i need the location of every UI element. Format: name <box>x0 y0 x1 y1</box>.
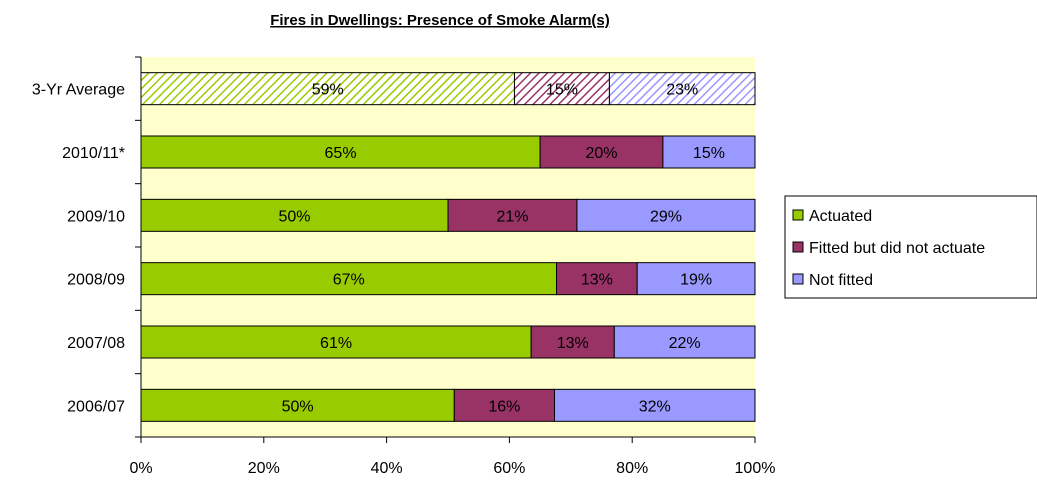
data-label: 13% <box>581 272 613 289</box>
data-label: 50% <box>278 208 310 225</box>
legend-label: Fitted but did not actuate <box>809 240 985 257</box>
chart-title: Fires in Dwellings: Presence of Smoke Al… <box>270 12 610 29</box>
bar-segment-1-5 <box>453 388 556 422</box>
data-label: 32% <box>639 398 671 415</box>
data-label: 29% <box>650 208 682 225</box>
y-tick-label: 2008/09 <box>67 272 125 289</box>
legend-label: Not fitted <box>809 272 873 289</box>
bar-segment-0-2 <box>140 198 449 232</box>
bar-segment-1-0 <box>513 72 610 106</box>
bar-segment-1-2 <box>447 198 578 232</box>
bar-segment-1-1 <box>539 135 664 169</box>
bar-segment-0-4 <box>140 325 532 359</box>
data-label: 59% <box>312 82 344 99</box>
legend-swatch <box>792 273 804 285</box>
legend-box <box>784 195 1037 299</box>
data-label: 15% <box>546 82 578 99</box>
legend-label: Actuated <box>809 208 872 225</box>
legend: Actuated Fitted but did not actuate Not fi… <box>784 195 1037 299</box>
x-tick-label: 0% <box>129 460 152 477</box>
legend-swatch <box>792 241 804 253</box>
data-label: 13% <box>557 335 589 352</box>
x-tick-label: 80% <box>616 460 648 477</box>
data-label: 61% <box>320 335 352 352</box>
bar-segment-2-4 <box>613 325 756 359</box>
data-label: 16% <box>488 398 520 415</box>
x-tick-label: 20% <box>248 460 280 477</box>
bar-segment-1-3 <box>556 262 638 296</box>
bar-segment-0-3 <box>140 262 558 296</box>
data-label: 20% <box>585 145 617 162</box>
data-label: 19% <box>680 272 712 289</box>
y-tick-label: 2009/10 <box>67 208 125 225</box>
bar-segment-0-0 <box>140 72 515 106</box>
legend-swatch <box>792 209 804 221</box>
y-tick-label: 2010/11* <box>62 145 125 162</box>
x-tick-label: 40% <box>371 460 403 477</box>
bar-segment-2-0 <box>608 72 756 106</box>
data-label: 23% <box>666 82 698 99</box>
y-tick-label: 2007/08 <box>67 335 125 352</box>
data-label: 65% <box>325 145 357 162</box>
plot-area <box>141 57 755 437</box>
bars-group: 59% 15% 23% 65% 20% 15% 50% 21% 29% 67% 13% 19% 61% 1… <box>140 72 756 422</box>
data-label: 22% <box>669 335 701 352</box>
x-tick-label: 60% <box>493 460 525 477</box>
data-label: 21% <box>496 208 528 225</box>
data-label: 50% <box>282 398 314 415</box>
y-tick-label: 3-Yr Average <box>32 82 125 99</box>
bar-segment-1-4 <box>530 325 615 359</box>
data-label: 67% <box>333 272 365 289</box>
bar-segment-2-3 <box>636 262 756 296</box>
bar-segment-2-2 <box>576 198 756 232</box>
data-label: 15% <box>693 145 725 162</box>
bar-segment-2-1 <box>662 135 756 169</box>
y-tick-label: 2006/07 <box>67 398 125 415</box>
axes-group: 3-Yr Average 2010/11* 2009/10 2008/09 2007/0… <box>32 56 776 477</box>
x-tick-label: 100% <box>735 460 776 477</box>
bar-segment-2-5 <box>554 388 756 422</box>
